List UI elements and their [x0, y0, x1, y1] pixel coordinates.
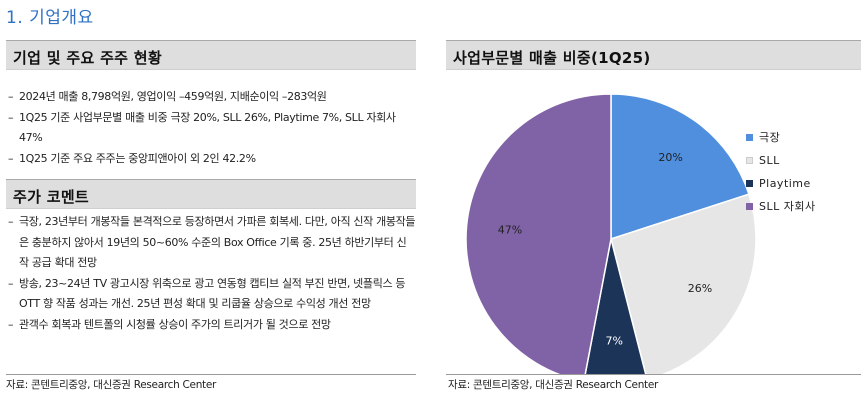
legend-item: 극장 [746, 126, 816, 149]
stock-comment-item: 관객수 회복과 텐트폴의 시청률 상승이 주가의 트리거가 될 것으로 전망 [6, 315, 416, 336]
overview-list: 2024년 매출 8,798억원, 영업이익 –459억원, 지배순이익 –28… [6, 70, 416, 169]
pie-chart: 20% 26% 7% 47% 극장 SLL Playtime SLL 자회사 [446, 74, 861, 385]
stock-comment-item: 방송, 23~24년 TV 광고시장 위축으로 광고 연동형 캡티브 실적 부진… [6, 274, 416, 315]
legend-label: SLL [759, 154, 780, 167]
pie-slice-label: 7% [605, 334, 622, 347]
chart-section-header: 사업부문별 매출 비중(1Q25) [446, 40, 861, 70]
overview-item: 2024년 매출 8,798억원, 영업이익 –459억원, 지배순이익 –28… [6, 87, 416, 108]
legend-item: Playtime [746, 172, 816, 195]
overview-item: 1Q25 기준 사업부문별 매출 비중 극장 20%, SLL 26%, Pla… [6, 108, 416, 149]
chart-legend: 극장 SLL Playtime SLL 자회사 [746, 126, 816, 218]
legend-item: SLL [746, 149, 816, 172]
legend-swatch [746, 180, 753, 187]
legend-label: SLL 자회사 [759, 200, 816, 213]
right-column: 사업부문별 매출 비중(1Q25) 20% 26% 7% 47% 극장 SLL Playt… [446, 40, 861, 385]
legend-swatch [746, 134, 753, 141]
pie-slice [610, 193, 757, 381]
legend-label: Playtime [759, 177, 811, 190]
stock-comment-list: 극장, 23년부터 개봉작들 본격적으로 등장하면서 가파른 회복세. 다만, … [6, 209, 416, 335]
legend-label: 극장 [759, 131, 781, 144]
source-note-left: 자료: 콘텐트리중앙, 대신증권 Research Center [6, 379, 217, 391]
legend-item: SLL 자회사 [746, 195, 816, 218]
legend-swatch [746, 157, 753, 164]
pie-chart-svg: 20% 26% 7% 47% [465, 93, 757, 385]
source-note-right: 자료: 콘텐트리중앙, 대신증권 Research Center [448, 379, 659, 391]
stock-comment-item: 극장, 23년부터 개봉작들 본격적으로 등장하면서 가파른 회복세. 다만, … [6, 212, 416, 274]
page-title: 1. 기업개요 [6, 8, 94, 28]
overview-item: 1Q25 기준 주요 주주는 중앙피앤아이 외 2인 42.2% [6, 149, 416, 170]
stock-comment-section-header: 주가 코멘트 [6, 179, 416, 209]
pie-slice [465, 93, 612, 383]
pie-slice-label: 20% [658, 151, 682, 164]
left-column: 기업 및 주요 주주 현황 2024년 매출 8,798억원, 영업이익 –45… [6, 40, 416, 335]
legend-swatch [746, 203, 753, 210]
source-divider-left [6, 374, 416, 375]
source-divider-right [446, 374, 861, 375]
overview-section-header: 기업 및 주요 주주 현황 [6, 40, 416, 70]
pie-slice-label: 26% [688, 282, 712, 295]
pie-slice [610, 93, 750, 241]
pie-slice-label: 47% [498, 223, 522, 236]
